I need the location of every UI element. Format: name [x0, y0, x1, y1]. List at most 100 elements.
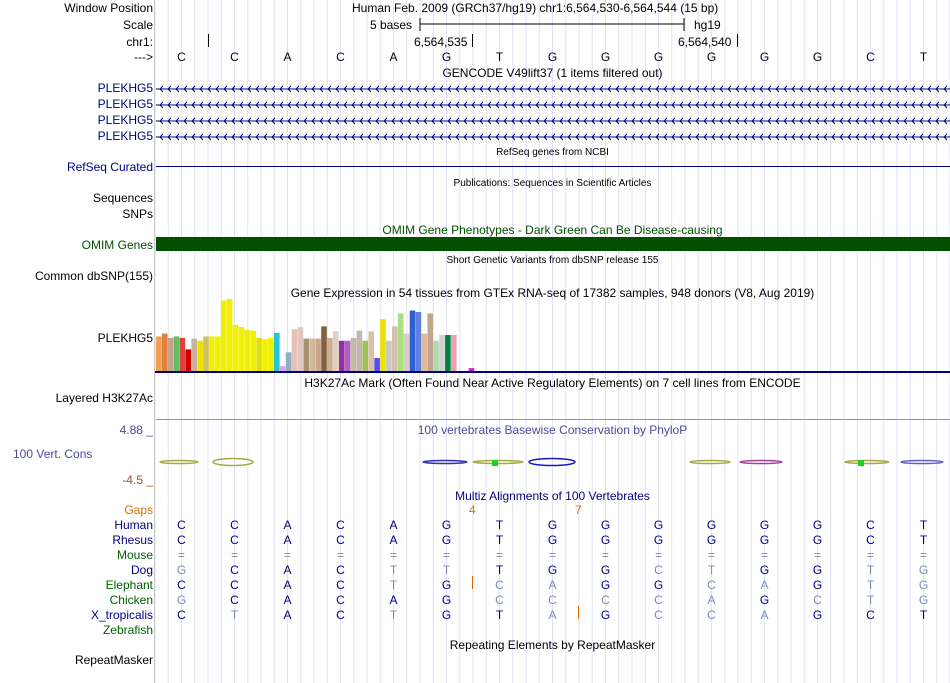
species-label[interactable]: Zebrafish — [102, 623, 153, 637]
gtex-tissue-bar[interactable] — [321, 326, 327, 371]
gtex-tissue-bar[interactable] — [350, 337, 357, 371]
gencode-gene-label[interactable]: PLEKHG5 — [97, 113, 153, 127]
gtex-tissue-bar[interactable] — [386, 340, 392, 371]
dbsnp-track-title[interactable]: Short Genetic Variants from dbSNP releas… — [446, 255, 659, 266]
gtex-tissue-bar[interactable] — [250, 330, 256, 371]
strand-arrow — [719, 85, 724, 93]
sequences-label[interactable]: Sequences — [92, 191, 153, 205]
multiz-track-title[interactable]: Multiz Alignments of 100 Vertebrates — [455, 489, 650, 503]
gtex-tissue-bar[interactable] — [451, 335, 457, 371]
refseq-track-title[interactable]: RefSeq genes from NCBI — [496, 147, 609, 158]
gtex-tissue-bar[interactable] — [421, 333, 428, 371]
gtex-tissue-bar[interactable] — [274, 332, 280, 371]
gtex-tissue-bar[interactable] — [403, 333, 410, 371]
gencode-gene-line[interactable] — [156, 100, 950, 110]
gencode-gene-label[interactable]: PLEKHG5 — [97, 97, 153, 111]
gtex-tissue-bar[interactable] — [392, 326, 398, 371]
gtex-tissue-bar[interactable] — [285, 352, 292, 371]
gtex-tissue-bar[interactable] — [197, 340, 203, 371]
gtex-tissue-bar[interactable] — [303, 338, 310, 371]
species-label[interactable]: X_tropicalis — [90, 608, 153, 622]
strand-arrow — [167, 85, 172, 93]
gtex-tissue-bar[interactable] — [262, 339, 268, 371]
gtex-tissue-bar[interactable] — [185, 349, 192, 371]
gtex-gene-label[interactable]: PLEKHG5 — [97, 331, 153, 345]
gtex-bar-chart[interactable] — [155, 299, 950, 374]
gtex-tissue-bar[interactable] — [203, 336, 209, 371]
gencode-gene-line[interactable] — [156, 116, 950, 126]
species-label[interactable]: Mouse — [116, 548, 153, 562]
omim-track-title[interactable]: OMIM Gene Phenotypes - Dark Green Can Be… — [382, 223, 723, 237]
species-label[interactable]: Chicken — [109, 593, 153, 607]
gtex-tissue-bar[interactable] — [368, 331, 374, 371]
h3k27ac-track-title[interactable]: H3K27Ac Mark (Often Found Near Active Re… — [304, 376, 801, 390]
gtex-tissue-bar[interactable] — [362, 340, 369, 371]
species-label[interactable]: Rhesus — [112, 533, 153, 547]
strand-arrow — [287, 133, 292, 141]
gtex-tissue-bar[interactable] — [427, 313, 433, 371]
gtex-track-title[interactable]: Gene Expression in 54 tissues from GTEx … — [290, 286, 815, 300]
cons-max-label: 4.88 _ — [119, 423, 153, 437]
gtex-tissue-bar[interactable] — [315, 338, 321, 371]
gtex-tissue-bar[interactable] — [244, 329, 251, 371]
gencode-track-title[interactable]: GENCODE V49lift37 (1 items filtered out) — [442, 66, 663, 80]
conservation-label[interactable]: 100 Vert. Cons — [13, 447, 93, 461]
h3k27ac-label[interactable]: Layered H3K27Ac — [55, 391, 153, 405]
gtex-tissue-bar[interactable] — [173, 336, 180, 371]
gtex-tissue-bar[interactable] — [232, 324, 239, 371]
refseq-label[interactable]: RefSeq Curated — [66, 160, 153, 174]
gencode-gene-label[interactable]: PLEKHG5 — [97, 129, 153, 143]
gtex-tissue-bar[interactable] — [338, 340, 345, 371]
gtex-tissue-bar[interactable] — [291, 329, 298, 371]
refseq-gene-line[interactable] — [156, 166, 950, 167]
gtex-tissue-bar[interactable] — [356, 330, 363, 371]
gaps-label[interactable]: Gaps — [124, 503, 153, 517]
gtex-tissue-bar[interactable] — [279, 365, 286, 371]
gtex-tissue-bar[interactable] — [468, 368, 475, 371]
snps-label[interactable]: SNPs — [122, 207, 153, 221]
gtex-tissue-bar[interactable] — [220, 300, 227, 371]
strand-arrow — [847, 133, 852, 141]
gtex-tissue-bar[interactable] — [439, 335, 445, 371]
gtex-tissue-bar[interactable] — [256, 337, 262, 371]
repeatmasker-label[interactable]: RepeatMasker — [74, 653, 153, 667]
gtex-tissue-bar[interactable] — [226, 299, 233, 371]
conservation-track-title[interactable]: 100 vertebrates Basewise Conservation by… — [417, 423, 688, 437]
gtex-tissue-bar[interactable] — [445, 335, 451, 371]
strand-arrow — [703, 101, 708, 109]
gtex-tissue-bar[interactable] — [179, 337, 186, 371]
gtex-tissue-bar[interactable] — [297, 327, 304, 371]
gtex-tissue-bar[interactable] — [397, 313, 404, 371]
gtex-tissue-bar[interactable] — [344, 340, 351, 371]
gencode-gene-line[interactable] — [156, 132, 950, 142]
gtex-tissue-bar[interactable] — [374, 358, 380, 371]
repeatmasker-track-title[interactable]: Repeating Elements by RepeatMasker — [449, 638, 656, 652]
gtex-tissue-bar[interactable] — [327, 337, 333, 371]
gtex-tissue-bar[interactable] — [238, 327, 245, 371]
gtex-tissue-bar[interactable] — [309, 338, 315, 371]
gencode-gene-label[interactable]: PLEKHG5 — [97, 81, 153, 95]
omim-label[interactable]: OMIM Genes — [81, 238, 153, 252]
alignment-base: = — [707, 548, 715, 562]
species-label[interactable]: Dog — [130, 563, 153, 577]
strand-arrow — [727, 101, 732, 109]
species-label[interactable]: Human — [114, 518, 153, 532]
publications-track-title[interactable]: Publications: Sequences in Scientific Ar… — [453, 178, 652, 189]
dbsnp-label[interactable]: Common dbSNP(155) — [34, 269, 153, 283]
gtex-tissue-bar[interactable] — [156, 336, 162, 371]
gtex-tissue-bar[interactable] — [380, 319, 386, 371]
gtex-tissue-bar[interactable] — [333, 331, 339, 371]
gtex-tissue-bar[interactable] — [191, 338, 197, 371]
gtex-tissue-bar[interactable] — [209, 336, 215, 371]
gtex-tissue-bar[interactable] — [433, 340, 439, 371]
gtex-tissue-bar[interactable] — [415, 311, 422, 371]
conservation-logo[interactable] — [155, 450, 950, 472]
gtex-tissue-bar[interactable] — [409, 310, 416, 371]
gtex-tissue-bar[interactable] — [167, 337, 174, 371]
gtex-tissue-bar[interactable] — [215, 336, 221, 371]
omim-gene-bar[interactable] — [156, 237, 950, 251]
gtex-tissue-bar[interactable] — [161, 333, 168, 371]
gencode-gene-line[interactable] — [156, 84, 950, 94]
gtex-tissue-bar[interactable] — [268, 337, 274, 371]
species-label[interactable]: Elephant — [105, 578, 153, 592]
